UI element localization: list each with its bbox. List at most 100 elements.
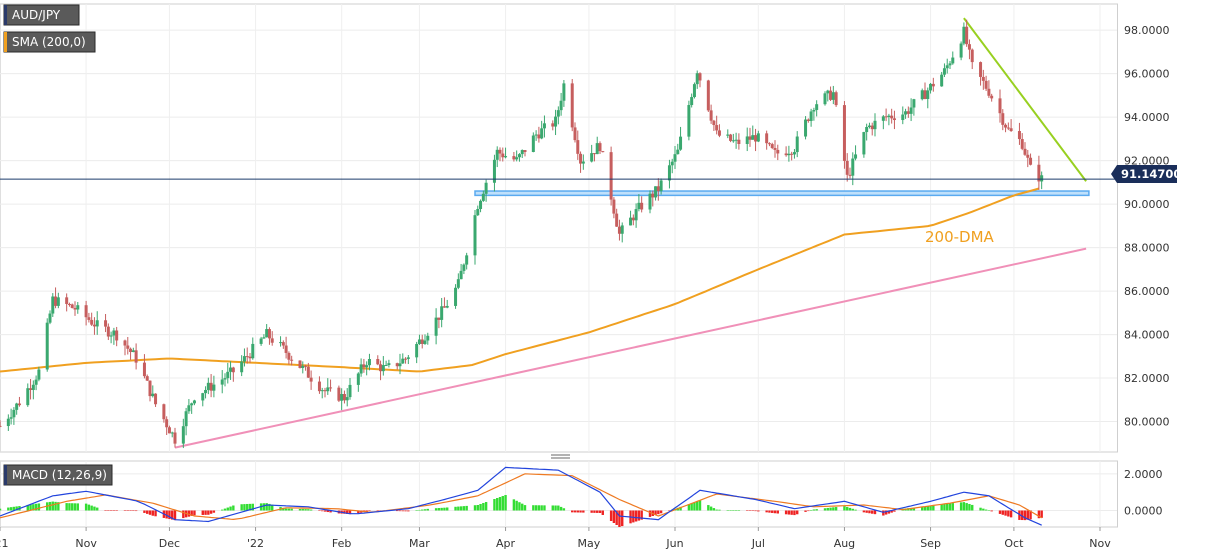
x-tick-label: Nov [75, 537, 97, 550]
candle-body [345, 397, 349, 401]
candle-body [790, 153, 794, 155]
macd-histogram-bar [571, 510, 574, 513]
macd-histogram-bar [1040, 510, 1043, 518]
macd-histogram-bar [90, 505, 93, 511]
price-tick-label: 90.0000 [1124, 198, 1170, 211]
candle-body [265, 329, 269, 338]
x-tick-label: Nov [1089, 537, 1111, 550]
macd-histogram-bar [376, 510, 379, 511]
macd-histogram-bar [107, 510, 110, 511]
macd-histogram-bar [648, 510, 652, 517]
instrument-badge[interactable]: AUD/JPY [3, 4, 80, 26]
price-tick-label: 92.0000 [1124, 155, 1170, 168]
candle-body [651, 193, 655, 198]
support-trendline [174, 247, 1087, 449]
candle-body [867, 125, 871, 128]
macd-histogram-bar [962, 502, 966, 511]
macd-histogram-bar [287, 508, 291, 511]
macd-histogram-bar [437, 508, 441, 511]
candle-body [670, 161, 674, 166]
candle-body [881, 116, 885, 121]
macd-histogram-bar [576, 510, 579, 513]
candle-body [981, 76, 985, 81]
macd-histogram-bar [54, 501, 57, 511]
candle-body [1040, 175, 1044, 182]
candle-body [223, 378, 227, 380]
candle-body [434, 317, 438, 336]
macd-label: MACD (12,26,9) [12, 468, 107, 482]
candle-body [209, 382, 213, 391]
macd-histogram-bar [757, 510, 760, 512]
pane-resize-handle[interactable] [551, 454, 570, 459]
candle-body [131, 350, 135, 353]
candle-body [437, 317, 441, 320]
macd-histogram-bar [718, 509, 721, 511]
candle-body [770, 144, 774, 148]
x-tick-label: Mar [409, 537, 430, 550]
macd-histogram-bar [7, 507, 10, 511]
macd-histogram-bar [823, 508, 827, 511]
candle-body [1020, 139, 1024, 149]
candle-body [815, 104, 819, 110]
candle-body [598, 143, 602, 152]
candle-body [240, 361, 244, 373]
candle-body [287, 352, 291, 360]
macd-histogram-bar [232, 505, 235, 511]
macd-histogram-bar [1007, 510, 1010, 517]
macd-histogram-bar [554, 505, 557, 511]
candle-body [323, 390, 327, 392]
macd-histogram-bar [804, 510, 807, 512]
macd-badge[interactable]: MACD (12,26,9) [3, 464, 113, 486]
macd-histogram-bar [765, 510, 768, 513]
price-tick-label: 88.0000 [1124, 242, 1170, 255]
candle-body [940, 74, 944, 87]
macd-histogram-bar [51, 501, 54, 511]
sma-badge[interactable]: SMA (200,0) [3, 31, 96, 53]
candle-body [648, 193, 652, 210]
macd-histogram-bar [248, 503, 252, 511]
macd-histogram-bar [1029, 510, 1032, 520]
candle-body [90, 319, 94, 325]
macd-histogram-bar [329, 510, 332, 513]
candle-body [640, 202, 644, 210]
macd-histogram-bar [34, 503, 38, 511]
candle-body [17, 403, 21, 406]
candle-body [826, 90, 830, 94]
candle-body [929, 83, 933, 91]
candle-body [181, 426, 185, 444]
candle-body [865, 127, 869, 133]
macd-histogram-bar [826, 507, 829, 511]
macd-histogram-bar [498, 497, 502, 511]
macd-histogram-bar [109, 510, 113, 511]
candle-body [126, 345, 130, 349]
macd-histogram-bar [1004, 510, 1007, 516]
macd-histogram-bar [712, 508, 716, 511]
candle-body [890, 115, 894, 119]
candle-body [906, 111, 910, 114]
candle-body [73, 307, 77, 310]
candle-body [787, 153, 791, 156]
macd-histogram-bar [368, 510, 371, 511]
candle-body [415, 343, 419, 358]
x-tick-label: Dec [159, 537, 180, 550]
macd-histogram-bar [226, 507, 229, 511]
macd-histogram-bar [298, 508, 302, 511]
candle-body [926, 90, 930, 99]
candle-body [962, 26, 966, 44]
candle-body [576, 140, 580, 154]
candle-body [242, 356, 246, 362]
candle-body [812, 109, 816, 112]
candle-body [531, 135, 535, 152]
support-zone [474, 190, 1090, 197]
macd-histogram-bar [787, 510, 791, 515]
macd-histogram-bar [146, 510, 149, 514]
candle-body [570, 83, 574, 128]
macd-histogram-bar [709, 506, 713, 511]
macd-histogram-bar [65, 503, 68, 511]
macd-histogram-bar [57, 502, 60, 511]
candle-body [737, 139, 741, 144]
macd-histogram-bar [754, 510, 757, 512]
candle-body [1004, 124, 1008, 128]
